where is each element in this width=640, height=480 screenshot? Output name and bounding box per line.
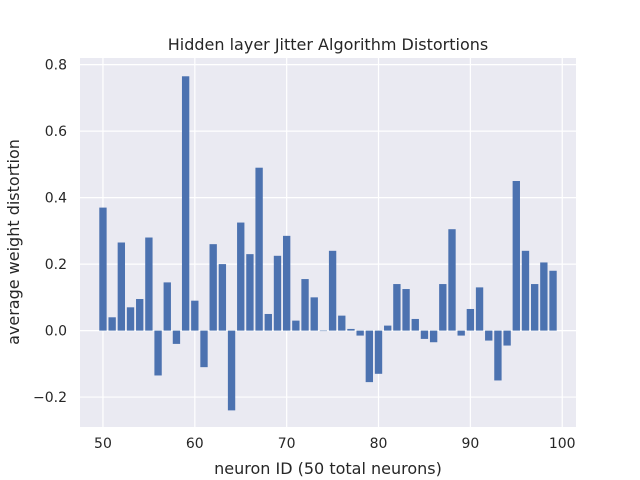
bar <box>439 284 447 331</box>
x-tick-label: 60 <box>186 436 204 452</box>
bar <box>384 325 392 331</box>
bar <box>301 279 309 331</box>
y-axis-label: average weight distortion <box>4 139 23 345</box>
bar <box>310 297 318 331</box>
y-tick-label: 0.0 <box>45 324 67 340</box>
bar <box>264 313 272 331</box>
x-tick-label: 50 <box>94 436 112 452</box>
bar <box>218 264 227 331</box>
bar <box>282 235 291 331</box>
x-tick-label: 90 <box>461 436 479 452</box>
y-tick-label: −0.2 <box>33 390 67 406</box>
chart-title: Hidden layer Jitter Algorithm Distortion… <box>168 35 488 54</box>
bar <box>154 330 162 376</box>
bar <box>475 287 484 331</box>
x-tick-label: 70 <box>278 436 296 452</box>
x-axis-label: neuron ID (50 total neurons) <box>214 459 442 478</box>
bar <box>549 270 557 331</box>
bar <box>402 289 410 331</box>
y-tick-labels: −0.2 0.0 0.2 0.4 0.6 0.8 <box>33 58 67 406</box>
bar <box>99 207 107 331</box>
bar <box>503 330 511 346</box>
bar <box>530 284 539 331</box>
bar <box>255 167 263 331</box>
x-tick-labels: 50 60 70 80 90 100 <box>94 436 576 452</box>
y-tick-label: 0.8 <box>45 58 67 74</box>
y-tick-label: 0.2 <box>45 257 67 273</box>
bar <box>117 242 126 331</box>
bar <box>338 315 346 331</box>
bar <box>457 330 465 336</box>
x-tick-label: 80 <box>370 436 388 452</box>
bar <box>365 330 374 383</box>
bar <box>448 229 456 331</box>
bar <box>200 330 208 368</box>
bar <box>429 330 438 343</box>
bar <box>237 222 245 331</box>
bar <box>466 308 475 331</box>
bar <box>126 307 135 331</box>
bar <box>420 330 429 339</box>
bar <box>163 282 171 331</box>
bar <box>191 300 199 331</box>
bar <box>347 328 355 331</box>
x-tick-label: 100 <box>549 436 576 452</box>
bar <box>246 254 254 331</box>
bars <box>99 76 557 411</box>
bar <box>374 330 383 374</box>
bar <box>319 330 328 332</box>
bar <box>328 250 337 331</box>
bar <box>108 317 116 331</box>
y-tick-label: 0.6 <box>45 124 67 140</box>
bar <box>172 330 181 344</box>
bar <box>209 244 217 331</box>
bar <box>411 318 419 331</box>
bar <box>181 76 190 331</box>
bar <box>512 181 520 331</box>
bar <box>494 330 502 381</box>
bar <box>540 262 548 331</box>
bar <box>292 320 300 331</box>
plot-background <box>80 58 576 427</box>
bar <box>136 299 144 331</box>
bar <box>393 284 401 331</box>
bar <box>227 330 236 411</box>
bar <box>273 255 282 331</box>
y-tick-label: 0.4 <box>45 191 67 207</box>
bar <box>485 330 493 341</box>
bar <box>356 330 364 336</box>
bar <box>521 250 530 331</box>
bar <box>145 237 153 331</box>
